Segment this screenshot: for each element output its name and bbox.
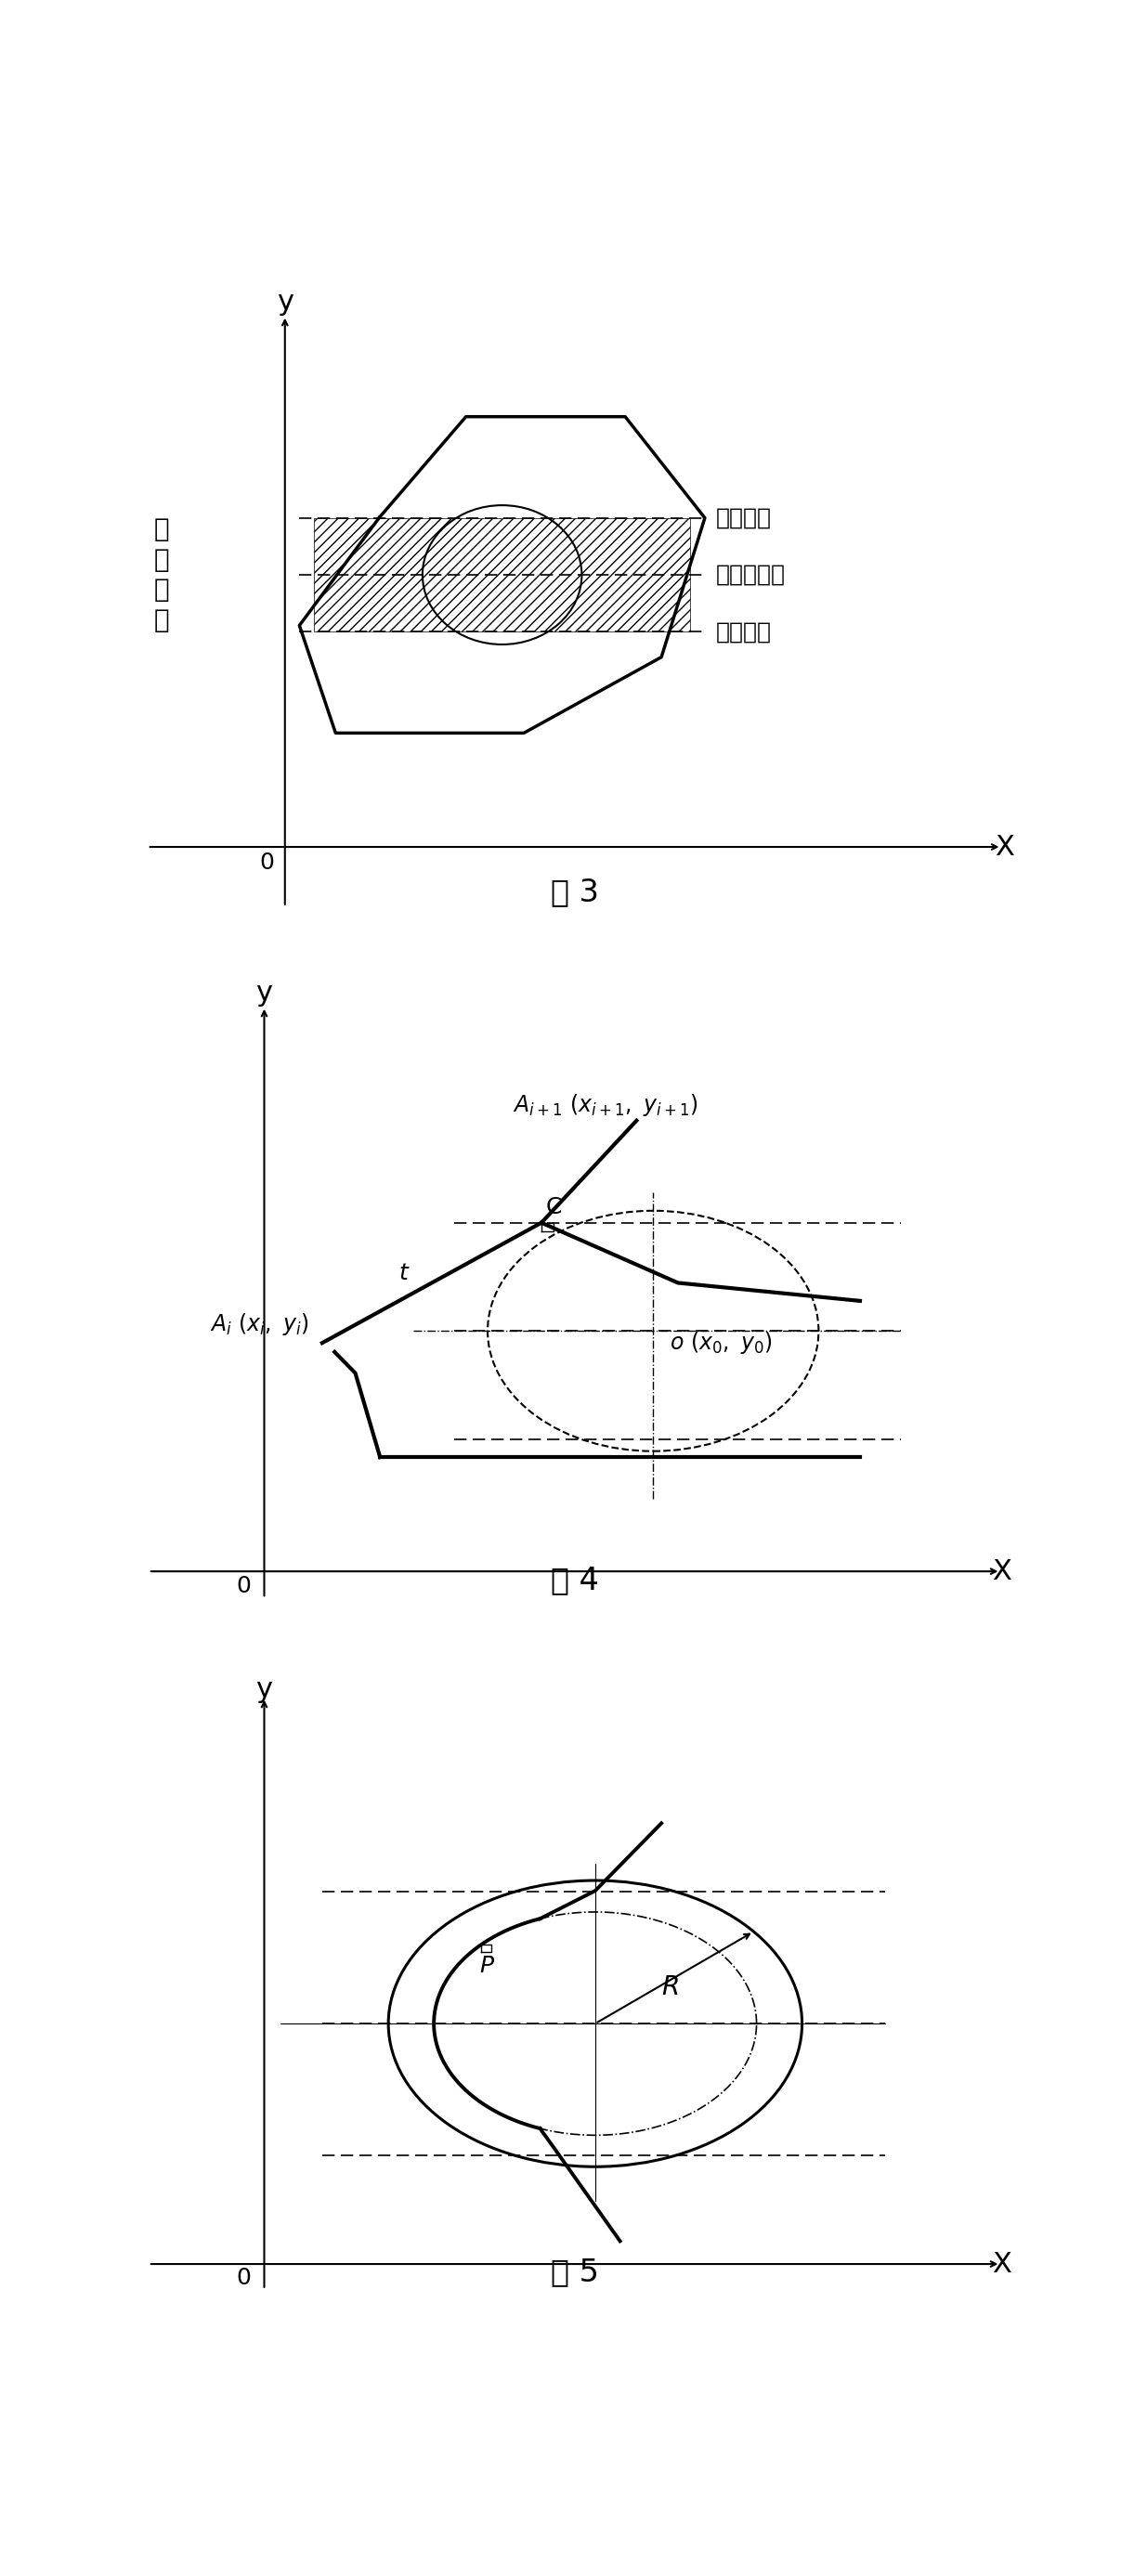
Text: $A_{i+1}\ (x_{i+1},\ y_{i+1})$: $A_{i+1}\ (x_{i+1},\ y_{i+1})$ bbox=[512, 1092, 697, 1118]
Text: 0: 0 bbox=[237, 2267, 251, 2290]
Text: $t$: $t$ bbox=[399, 1262, 410, 1285]
Text: y: y bbox=[256, 979, 272, 1007]
Text: 图 4: 图 4 bbox=[550, 1564, 599, 1595]
Text: 底扫描线: 底扫描线 bbox=[715, 621, 771, 644]
Text: y: y bbox=[277, 289, 294, 314]
Text: X: X bbox=[992, 1558, 1012, 1584]
Text: 0: 0 bbox=[237, 1577, 251, 1597]
Text: 顶扫描线: 顶扫描线 bbox=[715, 507, 771, 528]
Text: $R$: $R$ bbox=[661, 1976, 678, 2002]
Text: $o\ (x_0,\ y_0)$: $o\ (x_0,\ y_0)$ bbox=[669, 1329, 772, 1355]
Text: X: X bbox=[992, 2251, 1012, 2277]
Text: 扫
描
方
向: 扫 描 方 向 bbox=[154, 518, 169, 634]
Text: 图 5: 图 5 bbox=[550, 2257, 599, 2287]
Text: 图 3: 图 3 bbox=[550, 876, 599, 907]
Text: $P$: $P$ bbox=[480, 1955, 495, 1976]
Text: 中心扫描线: 中心扫描线 bbox=[715, 564, 786, 585]
Text: C: C bbox=[546, 1195, 562, 1218]
Text: X: X bbox=[994, 835, 1013, 860]
Text: 0: 0 bbox=[259, 853, 275, 873]
Text: y: y bbox=[256, 1677, 272, 1703]
Text: $A_i\ (x_i,\ y_i)$: $A_i\ (x_i,\ y_i)$ bbox=[211, 1311, 309, 1337]
Bar bbox=[314, 518, 691, 631]
